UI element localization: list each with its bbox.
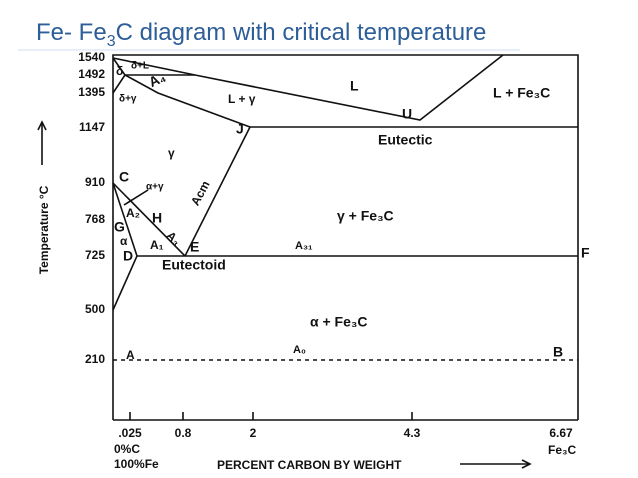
point-label: F bbox=[581, 245, 590, 261]
x-tick-label: 6.67 bbox=[549, 426, 573, 440]
region-labels: δ δ+L δ+γ L L + γ L + Fe₃C γ α+γ γ + Fe₃… bbox=[116, 61, 550, 330]
diagram-lines bbox=[37, 54, 579, 469]
solidus bbox=[124, 74, 251, 128]
y-tick-label: 210 bbox=[85, 352, 105, 366]
y-tick-label: 1492 bbox=[78, 67, 105, 81]
y-ticks: 1540 1492 1395 1147 910 768 725 500 210 … bbox=[37, 50, 105, 366]
region-label: L + γ bbox=[228, 92, 256, 106]
a3-line bbox=[112, 182, 186, 257]
critical-line-label: A₁ bbox=[150, 238, 164, 252]
x-axis-label: PERCENT CARBON BY WEIGHT bbox=[217, 458, 402, 472]
region-label: δ+L bbox=[131, 61, 149, 72]
critical-line-label: A₀ bbox=[293, 344, 306, 356]
reaction-label: Eutectoid bbox=[162, 257, 226, 273]
region-label: γ bbox=[168, 146, 175, 160]
point-label: C bbox=[119, 169, 129, 185]
critical-line-label: Acm bbox=[188, 178, 213, 208]
point-label: G bbox=[114, 219, 125, 235]
x-tick-label: 4.3 bbox=[404, 426, 421, 440]
y-tick-label: 725 bbox=[85, 248, 105, 262]
origin-label: 100%Fe bbox=[114, 457, 159, 471]
origin-label: 0%C bbox=[114, 442, 140, 456]
region-label: L bbox=[350, 78, 359, 94]
y-tick-label: 1147 bbox=[79, 120, 105, 134]
liquidus bbox=[112, 54, 504, 121]
critical-line-label: A₃₁ bbox=[295, 240, 313, 252]
x-arrow-head bbox=[521, 459, 532, 469]
y-tick-label: 910 bbox=[85, 175, 105, 189]
y-tick-label: 768 bbox=[85, 212, 105, 226]
point-label: J bbox=[236, 121, 244, 137]
region-label: α bbox=[120, 234, 128, 248]
point-label: D bbox=[123, 248, 133, 264]
region-label: γ + Fe₃C bbox=[337, 208, 394, 224]
region-label: α+γ bbox=[146, 182, 164, 193]
region-label: α + Fe₃C bbox=[310, 314, 367, 330]
point-label: E bbox=[190, 239, 199, 255]
point-label: A bbox=[126, 348, 135, 362]
end-label: Fe₃C bbox=[548, 443, 577, 457]
region-label: L + Fe₃C bbox=[493, 85, 550, 101]
region-label: δ+γ bbox=[119, 94, 137, 105]
point-label: H bbox=[152, 210, 162, 226]
y-arrow-head bbox=[37, 120, 47, 131]
critical-line-label: A₂ bbox=[126, 206, 140, 220]
y-tick-label: 1395 bbox=[78, 85, 105, 99]
y-tick-label: 1540 bbox=[78, 50, 105, 64]
x-ticks: .025 0.8 2 4.3 6.67 0%C 100%Fe Fe₃C PERC… bbox=[114, 426, 577, 472]
x-tick-label: .025 bbox=[118, 426, 142, 440]
y-axis-label: Temperature °C bbox=[37, 185, 51, 274]
acm-line bbox=[184, 126, 251, 257]
frame bbox=[112, 54, 579, 420]
x-tick-label: 0.8 bbox=[175, 426, 192, 440]
y-tick-label: 500 bbox=[85, 302, 105, 316]
title-subscript: 3 bbox=[107, 33, 116, 50]
slide-title: Fe- Fe3C diagram with critical temperatu… bbox=[36, 19, 486, 50]
point-label: U bbox=[402, 106, 412, 122]
region-label: δ bbox=[116, 64, 123, 78]
point-labels: U J C G H D E F A B bbox=[114, 106, 590, 362]
title-part: Fe- Fe bbox=[36, 19, 107, 46]
title-part: C diagram with critical temperature bbox=[116, 19, 487, 46]
reaction-label: Eutectic bbox=[378, 132, 433, 148]
x-tick-label: 2 bbox=[250, 426, 257, 440]
critical-line-label: A₃ bbox=[164, 228, 184, 248]
critical-line-label: A₄ bbox=[146, 68, 168, 90]
pointer-arrow bbox=[123, 189, 149, 206]
point-label: B bbox=[553, 344, 563, 360]
